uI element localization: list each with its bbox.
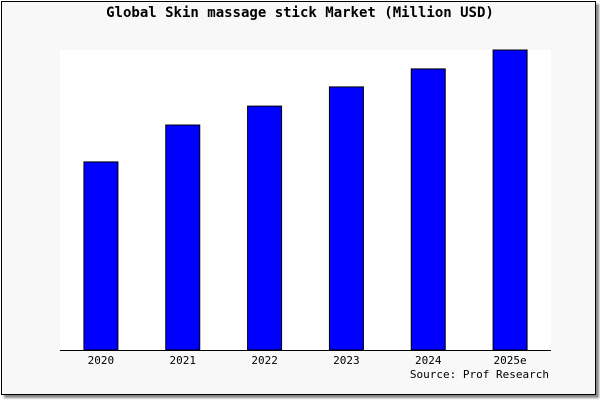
x-tick-label: 2021 (170, 354, 197, 367)
plot-area (60, 50, 551, 350)
x-tick-label: 2020 (88, 354, 115, 367)
x-tick-label: 2023 (333, 354, 360, 367)
bar-2024 (410, 68, 446, 351)
chart-title: Global Skin massage stick Market (Millio… (106, 5, 494, 21)
x-tick-label: 2022 (251, 354, 278, 367)
bar-2021 (165, 124, 201, 351)
bar-2023 (328, 86, 364, 351)
bar-2025e (492, 49, 528, 351)
source-label: Source: Prof Research (409, 368, 549, 381)
bar-2022 (247, 105, 283, 351)
x-tick-label: 2025e (494, 354, 527, 367)
bar-2020 (83, 161, 119, 351)
x-tick-label: 2024 (415, 354, 442, 367)
